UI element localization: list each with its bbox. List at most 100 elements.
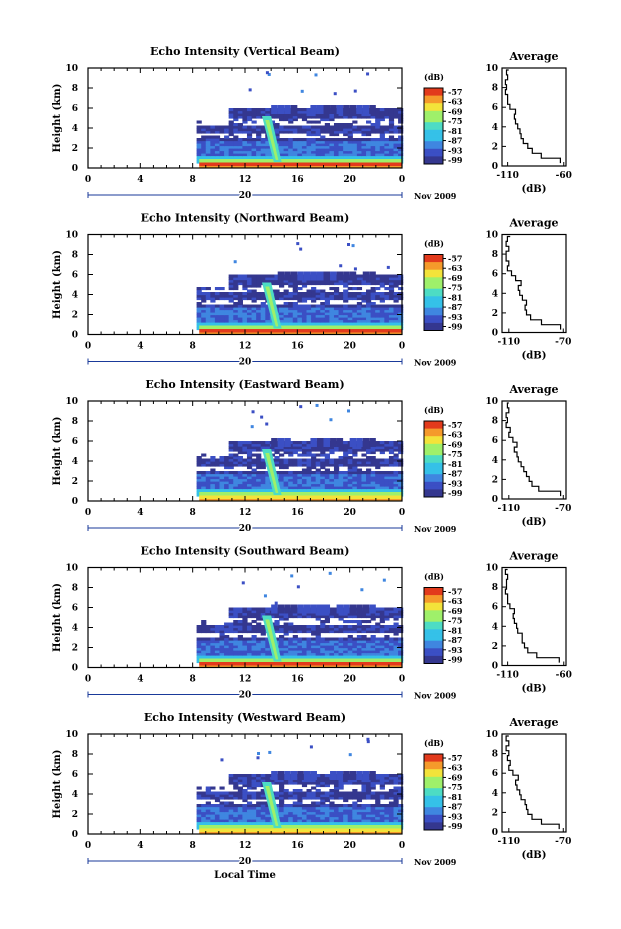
echo-cell: [260, 150, 266, 154]
echo-cell: [201, 483, 207, 487]
echo-cell: [306, 791, 312, 795]
echo-cell: [233, 317, 239, 321]
echo-cell: [352, 125, 358, 129]
echo-cell: [219, 476, 225, 480]
echo-cell: [260, 319, 266, 323]
profile-y-tick-label: 0: [492, 828, 498, 838]
echo-cell: [256, 650, 262, 654]
echo-cell: [384, 113, 390, 117]
echo-cell: [324, 125, 330, 129]
echo-cell: [233, 471, 239, 475]
echo-cell: [288, 294, 294, 298]
echo-cell: [274, 804, 280, 808]
echo-cell: [201, 297, 207, 301]
echo-surface-layer: [199, 832, 402, 834]
echo-cell: [256, 473, 262, 477]
echo-cell: [311, 473, 317, 477]
echo-cell: [329, 125, 335, 129]
echo-cell: [242, 791, 248, 795]
colorbar-swatch: [424, 587, 443, 592]
echo-cell: [242, 647, 248, 651]
echo-cell: [205, 655, 211, 659]
echo-cell: [398, 640, 404, 644]
echo-cell: [366, 299, 372, 303]
echo-cell: [388, 650, 395, 654]
echo-speck: [296, 242, 300, 246]
echo-cell: [329, 287, 335, 291]
echo-cell: [306, 279, 312, 283]
echo-cell: [388, 312, 395, 316]
echo-speck: [351, 244, 355, 248]
echo-cell: [398, 612, 404, 616]
echo-cell: [306, 486, 312, 490]
profile-line: [505, 235, 562, 330]
colorbar-tick-label: -57: [448, 87, 462, 97]
echo-cell: [361, 789, 367, 793]
profile-frame: [501, 67, 567, 167]
echo-cell: [256, 148, 262, 152]
echo-cell: [388, 150, 395, 154]
echo-cell: [361, 627, 367, 631]
echo-cell: [398, 476, 404, 480]
x-tick-label: 4: [137, 675, 143, 685]
echo-cell: [311, 153, 317, 157]
echo-cell: [201, 481, 207, 485]
echo-cell: [320, 647, 326, 651]
echo-cell: [306, 294, 312, 298]
echo-cell: [210, 307, 216, 311]
echo-cell: [356, 650, 363, 654]
echo-cell: [361, 319, 367, 323]
echo-cell: [288, 622, 294, 626]
echo-cell: [311, 130, 317, 134]
echo-cell: [320, 118, 326, 122]
echo-cell: [260, 645, 266, 649]
echo-cell: [288, 297, 294, 301]
echo-cell: [338, 153, 344, 157]
echo-cell: [352, 461, 358, 465]
echo-cell: [214, 630, 221, 634]
echo-cell: [237, 143, 243, 147]
echo-cell: [224, 486, 230, 490]
echo-cell: [297, 138, 303, 142]
echo-cell: [297, 294, 303, 298]
echo-cell: [329, 458, 335, 462]
echo-cell: [288, 120, 294, 124]
echo-cell: [320, 463, 326, 467]
echo-cell: [343, 642, 349, 646]
echo-cell: [379, 642, 385, 646]
echo-cell: [352, 307, 358, 311]
echo-cell: [292, 289, 298, 293]
colorbar-tick-label: -99: [448, 655, 463, 665]
echo-cell: [260, 302, 266, 306]
echo-cell: [329, 312, 335, 316]
echo-cell: [315, 148, 321, 152]
echo-cell: [384, 637, 390, 641]
echo-plume-core: [265, 120, 279, 160]
echo-cell: [292, 647, 298, 651]
echo-cell: [384, 130, 390, 134]
echo-cell: [290, 271, 298, 281]
echo-cell: [356, 647, 363, 651]
echo-cell: [361, 642, 367, 646]
echo-cell: [292, 279, 298, 283]
echo-cell: [306, 297, 312, 301]
echo-cell: [311, 145, 317, 149]
echo-cell: [310, 604, 317, 614]
echo-cell: [260, 647, 266, 651]
echo-cell: [269, 322, 276, 326]
echo-cell: [279, 312, 285, 316]
echo-cell: [343, 284, 349, 288]
echo-cell: [343, 779, 349, 783]
echo-cell: [393, 150, 399, 154]
echo-cell: [283, 125, 289, 129]
echo-cell: [242, 284, 248, 288]
echo-cell: [356, 806, 363, 810]
echo-cell: [306, 647, 312, 651]
echo-cell: [384, 304, 390, 308]
echo-cell: [224, 627, 230, 631]
echo-surface-layer: [199, 166, 402, 168]
echo-cell: [214, 322, 221, 326]
echo-cell: [338, 473, 344, 477]
echo-cell: [251, 299, 257, 303]
echo-cell: [251, 481, 257, 485]
